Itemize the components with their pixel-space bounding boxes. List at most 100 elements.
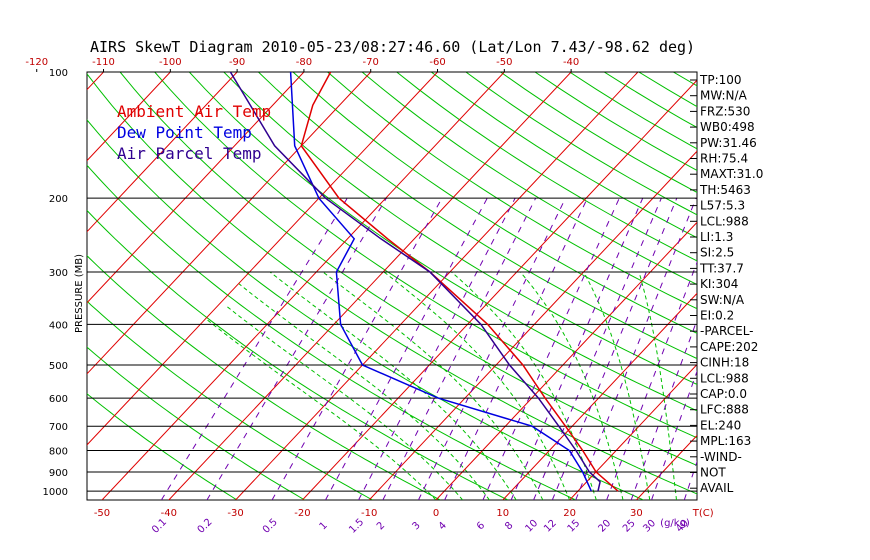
isotherm-line — [302, 79, 697, 500]
index-label: FRZ:530 — [700, 104, 750, 118]
mixing-ratio-tick-label: 3 — [410, 520, 422, 532]
dry-adiabat-line — [223, 72, 697, 385]
bottom-temp-tick-labels: -50 -40 -30 -20 -10 0 10 20 30 T(C) — [94, 508, 714, 519]
index-label: MAXT:31.0 — [700, 167, 763, 181]
moist-adiabat-line — [238, 283, 490, 500]
mixing-ratio-line — [206, 197, 387, 500]
mixing-ratio-tick-label: 2 — [375, 520, 387, 532]
dry-adiabat-line — [87, 209, 509, 500]
index-label: TT:37.7 — [699, 261, 744, 275]
mixing-ratio-line — [417, 197, 566, 500]
pressure-tick-label: 300 — [49, 268, 68, 279]
index-label: KI:304 — [700, 277, 738, 291]
mixing-ratio-tick-label: 25 — [621, 518, 638, 535]
dry-adiabat-line — [846, 72, 870, 500]
mixing-ratio-tick-label: (g/kg) — [660, 518, 690, 529]
index-label: WB0:498 — [700, 120, 755, 134]
moist-adiabat-line — [583, 271, 651, 500]
isotherm-line — [0, 72, 37, 500]
dry-adiabat-line — [87, 255, 441, 500]
index-label: RH:75.4 — [700, 152, 748, 166]
pressure-tick-label: 600 — [49, 394, 68, 405]
bottom-temp-tick-label: -40 — [161, 508, 177, 519]
index-label: CINH:18 — [700, 356, 749, 370]
adiabat-lines — [87, 72, 870, 500]
index-label: MW:N/A — [700, 89, 748, 103]
isotherm-line — [569, 363, 697, 500]
series-line-dew-point-temp — [289, 72, 592, 492]
bottom-temp-tick-label: 30 — [630, 508, 643, 519]
dry-adiabat-line — [743, 72, 870, 500]
y-axis-label: PRESSURE (MB) — [74, 254, 85, 333]
isotherm-line — [770, 72, 870, 500]
profile-series — [229, 72, 619, 492]
mixing-ratio-line — [271, 197, 443, 500]
isotherm-line — [168, 72, 572, 500]
bottom-temp-tick-label: 0 — [433, 508, 439, 519]
bottom-temp-tick-label: 20 — [563, 508, 576, 519]
mixing-ratio-tick-label: 30 — [641, 518, 658, 535]
index-label: TP:100 — [699, 73, 742, 87]
index-label: -WIND- — [700, 450, 742, 464]
mixing-ratio-tick-label: 8 — [503, 520, 515, 532]
moist-adiabat-line — [383, 271, 571, 500]
isotherm-line — [87, 72, 372, 375]
pressure-tick-label: 500 — [49, 361, 68, 372]
series-line-ambient-air-temp — [300, 72, 619, 492]
mixing-ratio-tick-label: 1 — [318, 520, 330, 532]
dry-adiabat-line — [87, 164, 577, 500]
mixing-ratio-line — [606, 261, 697, 500]
mixing-ratio-tick-label: 12 — [542, 518, 559, 535]
pressure-tick-label: 200 — [49, 194, 68, 205]
dry-adiabat-line — [812, 72, 870, 500]
dry-adiabat-line — [361, 72, 697, 286]
isotherm-lines — [0, 72, 870, 500]
isotherm-line — [101, 72, 505, 500]
index-label: -PARCEL- — [700, 324, 754, 338]
dry-adiabat-line — [327, 72, 697, 310]
bottom-temp-tick-label: -50 — [94, 508, 110, 519]
isotherm-line — [87, 72, 104, 91]
pressure-tick-label: 1000 — [43, 487, 68, 498]
pressure-tick-label: 700 — [49, 422, 68, 433]
bottom-temp-tick-label: -10 — [361, 508, 377, 519]
index-label: TH:5463 — [699, 183, 751, 197]
dry-adiabat-line — [87, 300, 373, 500]
mixing-ratio-line — [630, 318, 697, 500]
top-temp-tick-label: -60 — [429, 57, 445, 68]
top-temp-tick-label: -40 — [563, 57, 579, 68]
isotherm-line — [435, 221, 697, 500]
dry-adiabat-line — [87, 73, 697, 495]
mixing-ratio-tick-label: 0.2 — [196, 517, 215, 536]
mixing-ratio-line — [382, 197, 537, 500]
mixing-ratio-line — [444, 197, 588, 500]
bottom-temp-tick-label: T(C) — [692, 508, 714, 519]
top-temp-tick-label: -100 — [159, 57, 182, 68]
index-label: MPL:163 — [700, 434, 751, 448]
index-label: SI:2.5 — [700, 246, 734, 260]
mixing-ratio-tick-label: 1.5 — [347, 517, 366, 536]
index-label: L57:5.3 — [700, 199, 745, 213]
index-label: CAPE:202 — [700, 340, 758, 354]
dry-adiabat-line — [500, 72, 697, 193]
dry-adiabat-line — [292, 72, 697, 334]
isotherm-line — [235, 72, 639, 500]
top-temp-tick-label: -120 — [25, 57, 48, 68]
pressure-tick-label: 800 — [49, 447, 68, 458]
isotherm-line — [368, 150, 697, 500]
index-label: LFC:888 — [700, 403, 749, 417]
mixing-ratio-tick-label: 15 — [566, 518, 583, 535]
index-label: CAP:0.0 — [700, 387, 747, 401]
chart-title: AIRS SkewT Diagram 2010-05-23/08:27:46.6… — [90, 38, 695, 56]
mixing-ratio-tick-label: 4 — [437, 520, 449, 532]
mixing-ratio-line — [651, 369, 697, 500]
legend-item: Air Parcel Temp — [117, 144, 262, 163]
chart-legend: Ambient Air Temp Dew Point Temp Air Parcel… — [117, 102, 271, 163]
index-label: EI:0.2 — [700, 309, 734, 323]
dry-adiabat-line — [396, 72, 697, 262]
isotherm-line — [87, 72, 238, 233]
mixing-ratio-line — [160, 197, 348, 500]
dry-adiabat-line — [777, 72, 870, 500]
